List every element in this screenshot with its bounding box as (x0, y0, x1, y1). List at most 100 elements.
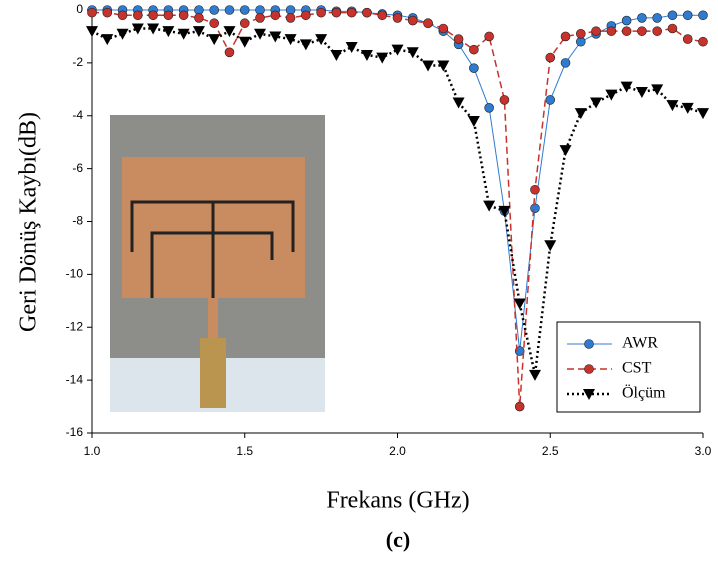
marker (437, 60, 450, 72)
marker (345, 42, 358, 54)
marker (238, 36, 251, 48)
y-tick-label: -10 (66, 267, 84, 281)
marker (681, 102, 694, 114)
marker (116, 28, 129, 40)
x-tick-label: 3.0 (695, 444, 712, 458)
marker (621, 15, 632, 26)
marker (605, 89, 618, 101)
y-tick-label: -8 (72, 214, 83, 228)
inset-photo (110, 115, 325, 412)
marker (316, 7, 326, 18)
marker (192, 26, 205, 38)
marker (621, 26, 632, 36)
marker (484, 103, 494, 113)
y-tick-label: -2 (72, 55, 83, 69)
marker (591, 26, 601, 36)
marker (590, 97, 603, 109)
marker (406, 47, 419, 59)
marker (391, 44, 404, 56)
y-tick-label: 0 (76, 2, 83, 16)
marker (131, 23, 144, 35)
marker (330, 49, 343, 61)
marker (331, 7, 342, 18)
marker (422, 60, 435, 72)
legend-label: AWR (622, 335, 658, 352)
marker (583, 389, 595, 400)
y-tick-label: -4 (72, 108, 83, 122)
marker (467, 116, 480, 128)
marker (698, 36, 708, 47)
marker (682, 10, 693, 21)
marker (209, 5, 219, 15)
marker (667, 10, 678, 21)
marker (469, 44, 479, 55)
marker (194, 13, 204, 23)
marker (530, 203, 540, 214)
series-line (91, 27, 704, 376)
photo-feed (208, 298, 218, 338)
marker (270, 10, 281, 21)
y-tick-label: -14 (66, 372, 84, 386)
x-tick-label: 2.5 (542, 444, 559, 458)
y-axis-label: Geri Dönüş Kaybı(dB) (16, 112, 42, 332)
marker (545, 95, 556, 105)
marker (86, 26, 98, 38)
marker (178, 10, 189, 21)
marker (528, 369, 541, 381)
marker (575, 28, 586, 39)
marker (269, 31, 282, 43)
x-axis-label: Frekans (GHz) (326, 488, 469, 514)
marker (102, 7, 113, 18)
marker (651, 84, 664, 96)
marker (453, 34, 464, 44)
marker (148, 10, 158, 21)
y-tick-label: -6 (72, 161, 83, 175)
legend-box (556, 321, 701, 413)
photo-traces (130, 200, 295, 298)
marker (239, 18, 250, 29)
marker (606, 26, 617, 36)
marker (360, 49, 373, 61)
marker (584, 364, 594, 374)
marker (346, 7, 357, 18)
marker (223, 26, 236, 38)
marker (484, 31, 494, 42)
marker (652, 26, 662, 36)
marker (147, 23, 160, 35)
marker (438, 23, 449, 34)
marker (362, 7, 372, 18)
marker (315, 34, 328, 46)
marker (392, 13, 403, 23)
marker (423, 18, 433, 29)
x-tick-label: 2.0 (389, 444, 406, 458)
y-tick-label: -16 (66, 425, 84, 439)
marker (163, 10, 174, 21)
marker (697, 108, 709, 120)
marker (574, 108, 587, 120)
legend-label: CST (622, 360, 652, 377)
marker (254, 28, 267, 40)
marker (452, 97, 465, 109)
marker (560, 58, 571, 68)
marker (544, 240, 557, 252)
marker (255, 13, 265, 23)
marker (667, 23, 678, 34)
marker (133, 10, 143, 21)
marker (666, 100, 679, 112)
marker (584, 339, 594, 349)
legend-label: Ölçüm (622, 384, 666, 402)
marker (224, 5, 235, 15)
marker (620, 81, 633, 93)
marker (209, 18, 219, 29)
marker (299, 39, 312, 51)
marker (483, 200, 496, 212)
legend: AWR CST Ölçüm (556, 321, 701, 413)
marker (530, 184, 540, 195)
x-tick-label: 1.0 (84, 444, 101, 458)
marker (101, 34, 114, 46)
marker (498, 205, 511, 217)
x-tick-label: 1.5 (236, 444, 253, 458)
marker (637, 26, 647, 36)
